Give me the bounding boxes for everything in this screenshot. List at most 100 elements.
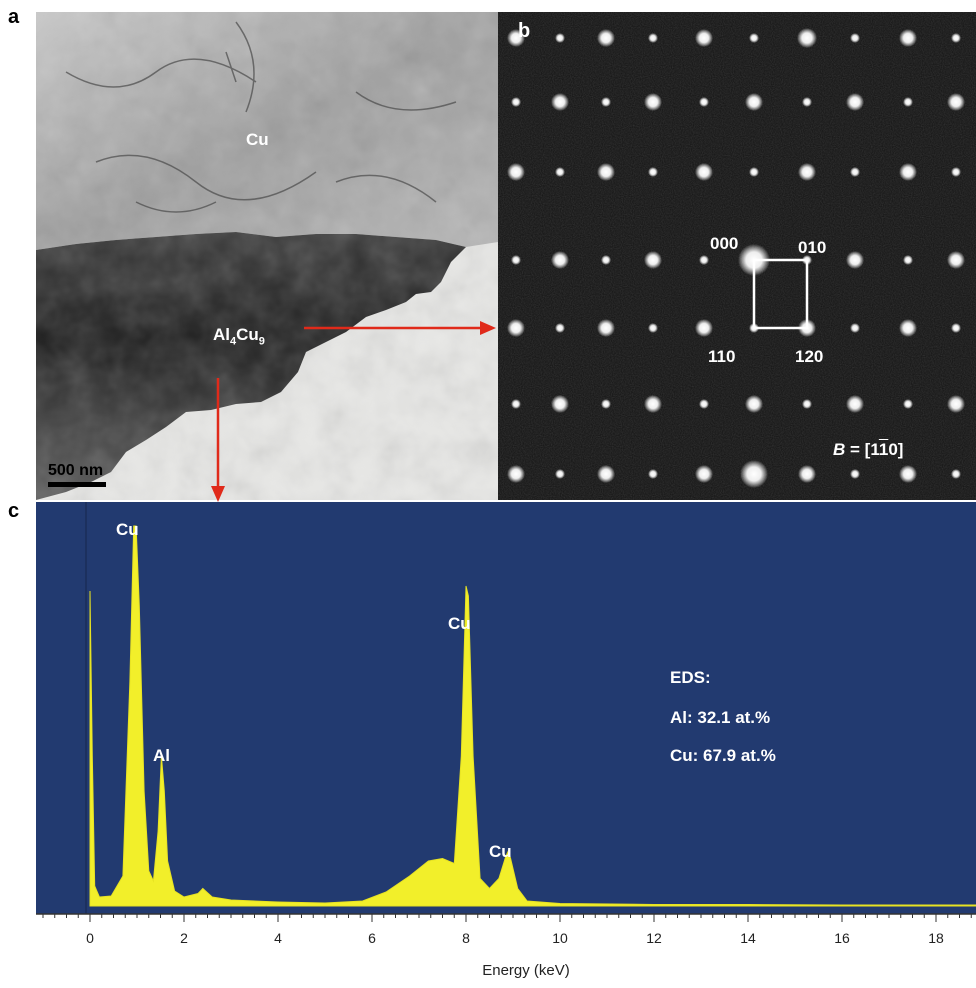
diffraction-pattern-panel: b 000 010 110 120 B = [110]	[498, 12, 976, 500]
spot-label-120: 120	[795, 347, 824, 366]
spot-label-000: 000	[710, 234, 739, 253]
diffraction-spot	[802, 97, 812, 107]
eds-al-composition: Al: 32.1 at.%	[670, 708, 771, 727]
diffraction-spot	[699, 97, 709, 107]
spot-label-010: 010	[798, 238, 827, 257]
diffraction-spot	[850, 323, 860, 333]
diffraction-spot	[648, 323, 658, 333]
diffraction-spot	[903, 399, 913, 409]
diffraction-spot	[597, 29, 615, 47]
diffraction-spot	[749, 33, 759, 43]
tem-micrograph-panel: Cu Al4Cu9 500 nm	[36, 12, 498, 500]
diffraction-spot	[903, 255, 913, 265]
diffraction-spot	[551, 93, 569, 111]
diffraction-spot	[507, 163, 525, 181]
diffraction-spot	[551, 395, 569, 413]
diffraction-spot	[555, 323, 565, 333]
diffraction-spot	[951, 469, 961, 479]
diffraction-spot	[555, 33, 565, 43]
diffraction-spot	[951, 33, 961, 43]
diffraction-spot	[850, 33, 860, 43]
diffraction-spot	[749, 167, 759, 177]
spot-label-110: 110	[708, 347, 736, 366]
x-tick-label: 12	[646, 930, 662, 946]
diffraction-spot	[555, 469, 565, 479]
x-tick-label: 0	[86, 930, 94, 946]
diffraction-spot	[695, 29, 713, 47]
panel-letter-b: b	[518, 20, 531, 42]
al4cu9-phase-label: Al4Cu9	[213, 325, 265, 348]
diffraction-spot	[947, 93, 965, 111]
diffraction-spot	[551, 251, 569, 269]
x-tick-label: 10	[552, 930, 568, 946]
diffraction-spot	[507, 465, 525, 483]
x-axis-label: Energy (keV)	[482, 962, 570, 979]
panel-letter-a: a	[8, 6, 20, 28]
x-tick-label: 2	[180, 930, 188, 946]
diffraction-spot	[951, 323, 961, 333]
diffraction-spot	[899, 319, 917, 337]
scale-bar	[48, 482, 106, 487]
diffraction-spot	[798, 465, 816, 483]
cu-phase-label: Cu	[246, 130, 269, 149]
eds-cu-composition: Cu: 67.9 at.%	[670, 746, 776, 765]
diffraction-spot	[740, 460, 768, 488]
scale-bar-label: 500 nm	[48, 462, 104, 479]
diffraction-spot	[850, 167, 860, 177]
diffraction-spot	[903, 97, 913, 107]
diffraction-spot	[648, 33, 658, 43]
tem-micrograph-image	[36, 12, 498, 500]
diffraction-spot	[699, 255, 709, 265]
x-tick-label: 4	[274, 930, 282, 946]
x-tick-label: 14	[740, 930, 756, 946]
diffraction-spot	[850, 469, 860, 479]
diffraction-spot	[695, 319, 713, 337]
unit-cell-box	[752, 258, 809, 330]
diffraction-spot	[601, 97, 611, 107]
diffraction-spot	[648, 469, 658, 479]
diffraction-spot	[846, 251, 864, 269]
diffraction-spot	[899, 29, 917, 47]
peak-label-cu-ka: Cu	[448, 614, 471, 633]
diffraction-spot	[745, 93, 763, 111]
eds-spectrum-plot	[85, 502, 976, 914]
panel-letter-c: c	[8, 500, 20, 522]
diffraction-spot	[745, 395, 763, 413]
diffraction-spot	[644, 93, 662, 111]
x-tick-label: 16	[834, 930, 850, 946]
x-tick-label: 8	[462, 930, 470, 946]
diffraction-spot	[802, 399, 812, 409]
zone-axis-label: B = [110]	[833, 440, 904, 459]
diffraction-spot	[699, 399, 709, 409]
diffraction-spot	[695, 163, 713, 181]
diffraction-spot	[644, 395, 662, 413]
diffraction-spot	[601, 255, 611, 265]
diffraction-spot	[511, 399, 521, 409]
diffraction-spot	[951, 167, 961, 177]
diffraction-spot	[947, 251, 965, 269]
diffraction-spot	[846, 93, 864, 111]
diffraction-spot	[597, 319, 615, 337]
diffraction-spot	[597, 465, 615, 483]
diffraction-spot	[511, 97, 521, 107]
diffraction-spot	[555, 167, 565, 177]
peak-label-al-k: Al	[153, 746, 170, 765]
eds-title: EDS:	[670, 668, 711, 687]
diffraction-spot	[846, 395, 864, 413]
diffraction-spot	[947, 395, 965, 413]
diffraction-spot	[601, 399, 611, 409]
diffraction-spot	[507, 319, 525, 337]
diffraction-spots	[498, 12, 976, 500]
diffraction-spot	[798, 163, 816, 181]
eds-spectrum-panel: Cu Al Cu Cu EDS: Al: 32.1 at.% Cu: 67.9 …	[36, 502, 976, 914]
diffraction-spot	[597, 163, 615, 181]
peak-label-cu-l: Cu	[116, 520, 139, 539]
x-axis	[36, 913, 976, 922]
diffraction-spot	[511, 255, 521, 265]
x-tick-label: 6	[368, 930, 376, 946]
diffraction-spot	[797, 28, 817, 48]
peak-label-cu-kb: Cu	[489, 842, 512, 861]
x-tick-label: 18	[928, 930, 944, 946]
diffraction-spot	[899, 465, 917, 483]
diffraction-spot	[899, 163, 917, 181]
